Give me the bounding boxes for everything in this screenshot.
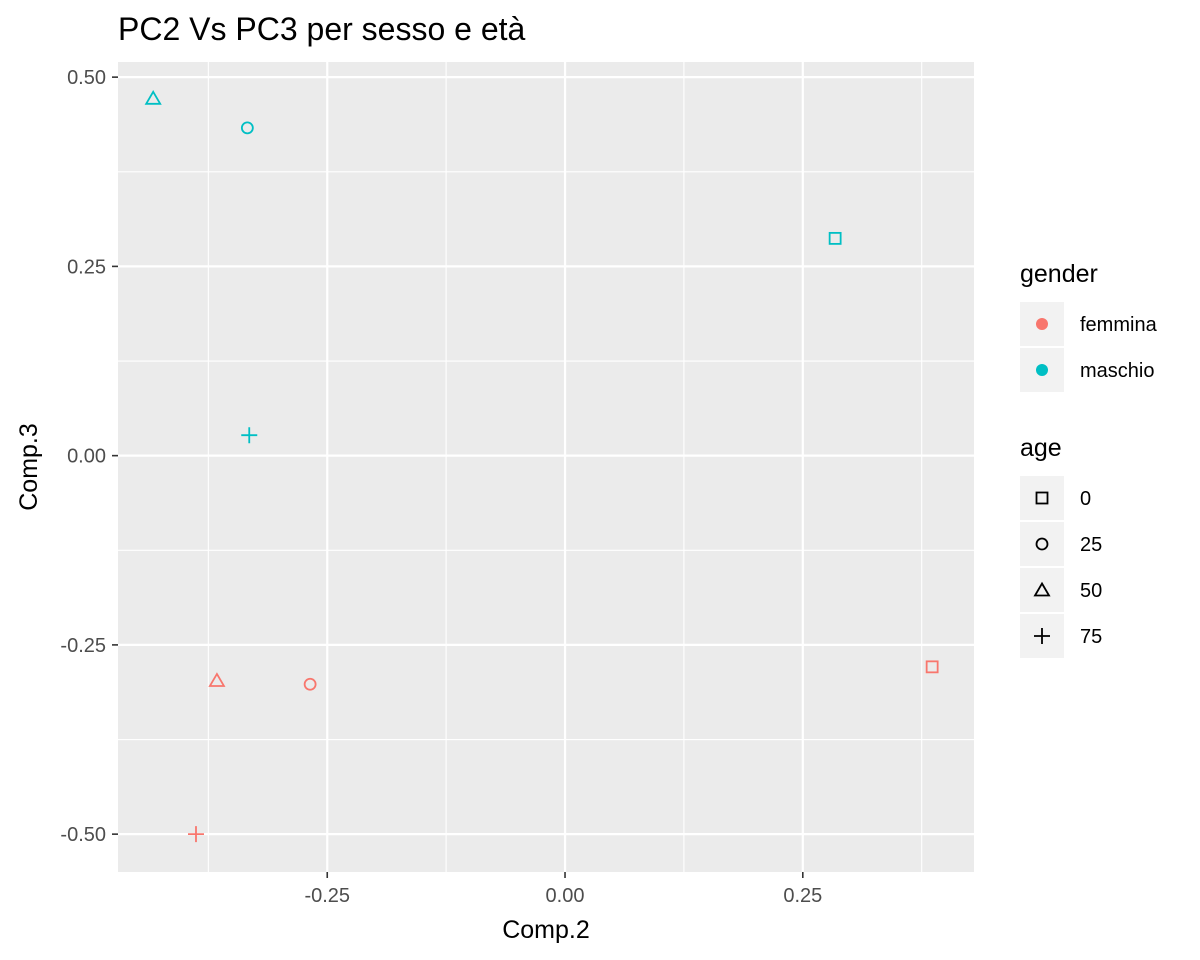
legend-shape-circle <box>1035 537 1049 551</box>
y-tick-label: 0.25 <box>67 256 106 278</box>
plot-panel <box>118 62 974 872</box>
legend-title: gender <box>1020 260 1098 288</box>
legend-label: 75 <box>1080 626 1102 648</box>
data-point <box>144 90 162 105</box>
legend: gender femmina maschio age 0 25 50 75 <box>1020 260 1158 658</box>
axes: -0.25 0.00 0.25 -0.50 -0.25 0.00 0.25 0.50 <box>60 67 822 907</box>
legend-key <box>1020 476 1064 520</box>
legend-label: 50 <box>1080 580 1102 602</box>
data-point <box>925 660 939 674</box>
legend-title: age <box>1020 434 1062 462</box>
y-tick-label: -0.50 <box>60 824 106 846</box>
data-point <box>187 826 204 843</box>
y-tick-label: 0.50 <box>67 67 106 89</box>
chart-title: PC2 Vs PC3 per sesso e età <box>118 11 526 47</box>
data-point <box>303 677 317 691</box>
legend-label: femmina <box>1080 314 1158 336</box>
y-tick-label: -0.25 <box>60 635 106 657</box>
x-tick-label: 0.00 <box>546 885 585 907</box>
legend-key <box>1020 568 1064 612</box>
legend-key <box>1020 522 1064 566</box>
legend-label: maschio <box>1080 360 1154 382</box>
y-axis-title: Comp.3 <box>15 423 43 511</box>
x-axis-title: Comp.2 <box>502 916 590 944</box>
data-point <box>828 231 842 245</box>
legend-color-swatch <box>1036 364 1048 376</box>
x-tick-label: -0.25 <box>304 885 350 907</box>
x-tick-label: 0.25 <box>783 885 822 907</box>
legend-shape-triangle <box>1033 581 1051 597</box>
data-point <box>241 427 258 444</box>
legend-color-swatch <box>1036 318 1048 330</box>
legend-shape-plus <box>1034 628 1050 644</box>
data-point <box>240 121 254 135</box>
legend-label: 0 <box>1080 488 1091 510</box>
grid-lines <box>118 62 974 872</box>
data-points <box>144 90 939 843</box>
legend-shape-square <box>1035 491 1049 505</box>
legend-label: 25 <box>1080 534 1102 556</box>
data-point <box>208 672 226 687</box>
y-tick-label: 0.00 <box>67 446 106 468</box>
